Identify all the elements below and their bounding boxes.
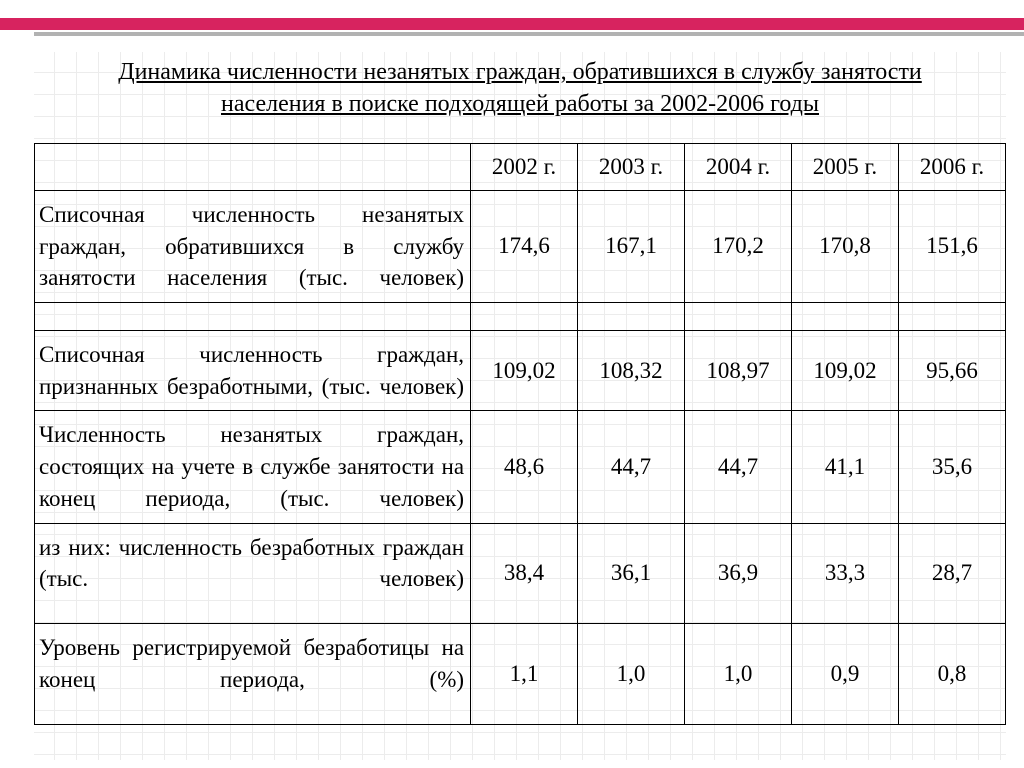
row-label: из них: численность безработных граждан … [35, 523, 471, 623]
header-blank [35, 143, 471, 190]
cell: 174,6 [471, 190, 578, 302]
cell: 1,0 [578, 624, 685, 724]
cell: 151,6 [898, 190, 1005, 302]
cell: 44,7 [578, 411, 685, 523]
slide-title: Динамика численности незанятых граждан, … [34, 52, 1006, 143]
cell: 167,1 [578, 190, 685, 302]
row-label: Списочная численность граждан, признанны… [35, 330, 471, 410]
cell: 36,1 [578, 523, 685, 623]
table-row: из них: численность безработных граждан … [35, 523, 1006, 623]
table-header-row: 2002 г. 2003 г. 2004 г. 2005 г. 2006 г. [35, 143, 1006, 190]
cell: 95,66 [898, 330, 1005, 410]
row-label: Уровень регистрируемой безработицы на ко… [35, 624, 471, 724]
col-header: 2005 г. [791, 143, 898, 190]
table-row: Численность незанятых граждан, состоящих… [35, 411, 1006, 523]
cell: 0,9 [791, 624, 898, 724]
slide-content: Динамика численности незанятых граждан, … [34, 52, 1006, 760]
accent-bar [0, 18, 1024, 30]
row-label: Списочная численность незанятых граждан,… [35, 190, 471, 302]
cell: 1,0 [685, 624, 792, 724]
col-header: 2002 г. [471, 143, 578, 190]
col-header: 2006 г. [898, 143, 1005, 190]
cell: 1,1 [471, 624, 578, 724]
table-row: Списочная численность незанятых граждан,… [35, 190, 1006, 302]
cell: 108,97 [685, 330, 792, 410]
cell: 41,1 [791, 411, 898, 523]
cell: 38,4 [471, 523, 578, 623]
cell: 35,6 [898, 411, 1005, 523]
cell: 33,3 [791, 523, 898, 623]
cell: 0,8 [898, 624, 1005, 724]
table-row: Уровень регистрируемой безработицы на ко… [35, 624, 1006, 724]
cell: 44,7 [685, 411, 792, 523]
cell: 108,32 [578, 330, 685, 410]
cell: 109,02 [791, 330, 898, 410]
cell: 48,6 [471, 411, 578, 523]
col-header: 2004 г. [685, 143, 792, 190]
accent-bar-shadow [34, 32, 1024, 36]
cell: 28,7 [898, 523, 1005, 623]
table-row: Списочная численность граждан, признанны… [35, 330, 1006, 410]
cell: 109,02 [471, 330, 578, 410]
col-header: 2003 г. [578, 143, 685, 190]
cell: 170,8 [791, 190, 898, 302]
row-label: Численность незанятых граждан, состоящих… [35, 411, 471, 523]
cell: 170,2 [685, 190, 792, 302]
spacer-row [35, 302, 1006, 330]
data-table: 2002 г. 2003 г. 2004 г. 2005 г. 2006 г. … [34, 143, 1006, 725]
cell: 36,9 [685, 523, 792, 623]
